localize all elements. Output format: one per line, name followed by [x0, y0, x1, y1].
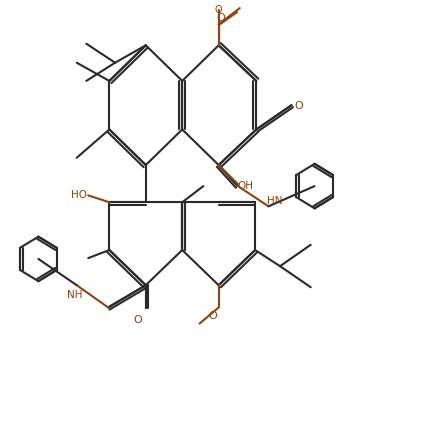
Text: OH: OH — [238, 181, 254, 191]
Text: O: O — [134, 315, 143, 324]
Text: O: O — [215, 5, 222, 15]
Text: NH: NH — [67, 290, 82, 300]
Text: O: O — [216, 13, 225, 23]
Text: HO: HO — [70, 190, 87, 200]
Text: HN: HN — [268, 196, 283, 206]
Text: O: O — [208, 311, 217, 320]
Text: O: O — [295, 101, 303, 111]
